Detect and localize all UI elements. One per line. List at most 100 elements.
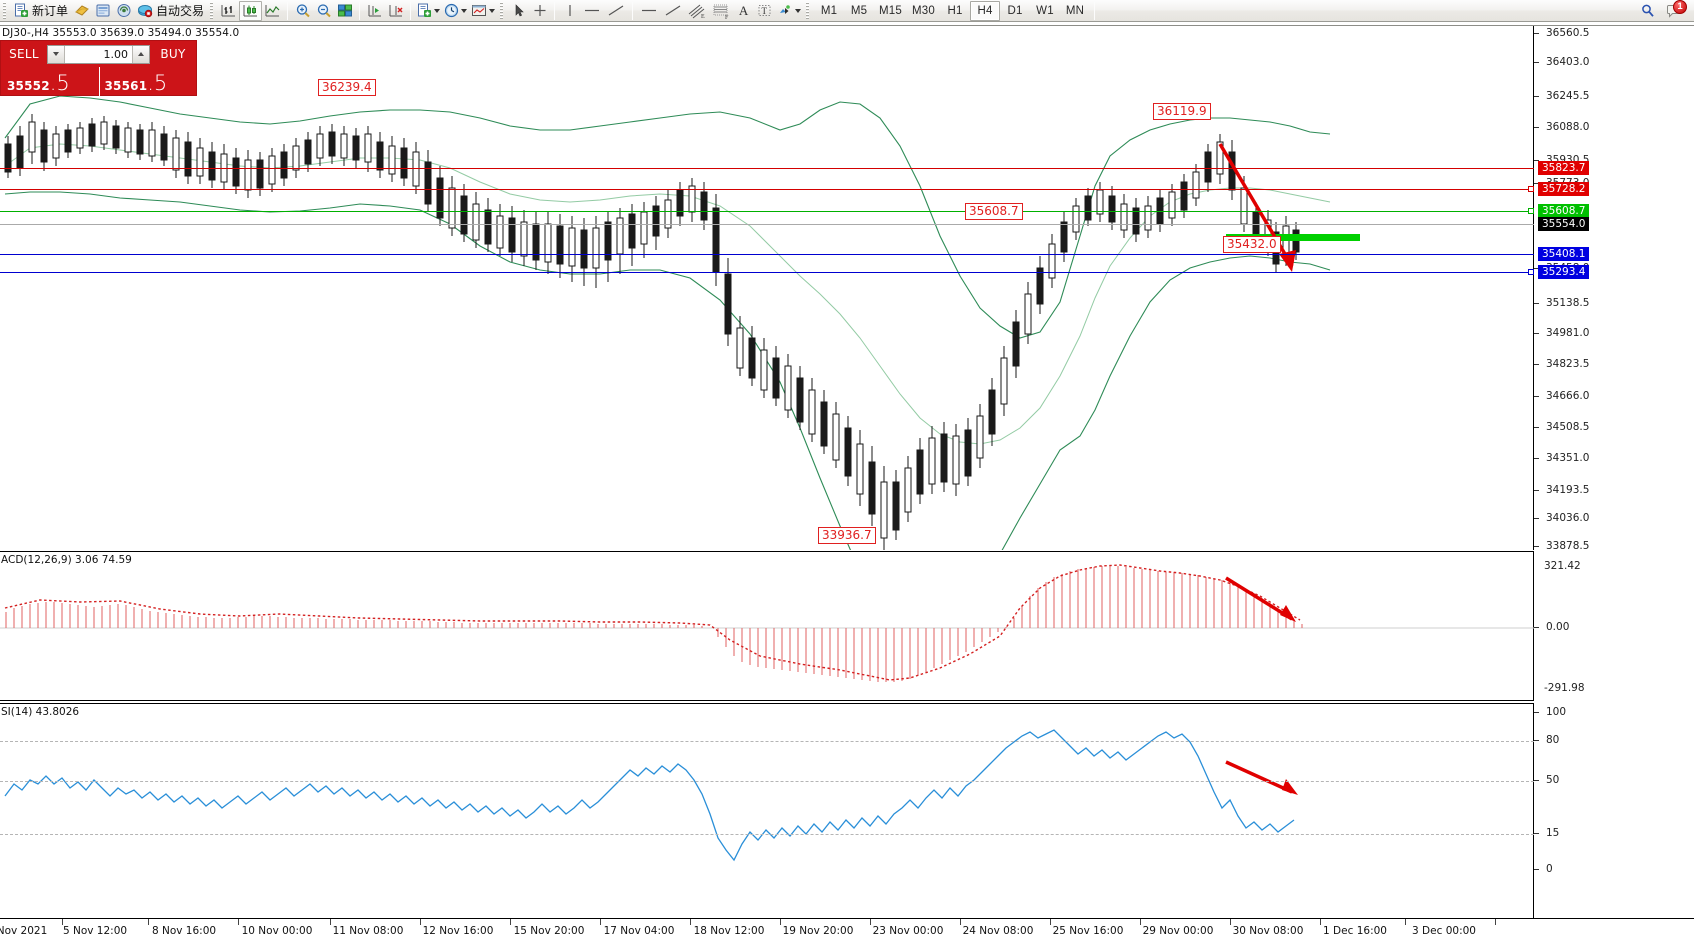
zoom-in-icon[interactable] (292, 1, 313, 21)
templates-dropdown-caret[interactable] (489, 8, 496, 13)
price-tick-7: 35138.5 (1546, 297, 1590, 309)
shift-end-icon[interactable] (385, 1, 406, 21)
trendline-icon[interactable] (604, 1, 628, 21)
new-order-button[interactable]: 新订单 (11, 1, 71, 21)
indicators-button[interactable] (415, 1, 442, 21)
timeframe-h4[interactable]: H4 (970, 0, 1000, 21)
annotation-35432[interactable]: 35432.0 (1223, 236, 1281, 253)
macd-tick-2: -291.98 (1544, 682, 1585, 694)
indicators-dropdown-caret[interactable] (434, 8, 441, 13)
templates-button[interactable] (469, 1, 497, 21)
timeframe-m15[interactable]: M15 (879, 4, 903, 17)
volume-input[interactable]: 1.00 (47, 44, 150, 64)
zoom-out-icon[interactable] (313, 1, 334, 21)
timeframe-h1[interactable]: H1 (947, 4, 963, 17)
crosshair-icon[interactable] (529, 1, 550, 21)
period-button[interactable] (442, 1, 469, 21)
price-tag-resistance-35823[interactable]: 35823.7 (1538, 161, 1590, 175)
cursor-icon[interactable] (508, 1, 529, 21)
price-chart-svg (4, 95, 1360, 550)
timeframe-w1[interactable]: W1 (1036, 4, 1054, 17)
tile-windows-icon[interactable] (334, 1, 355, 21)
rsi-indicator-pane[interactable]: SI(14) 43.8026 (0, 703, 1534, 918)
support-line-35408[interactable] (0, 254, 1534, 255)
toolbar-grip-4[interactable] (804, 2, 812, 19)
fibonacci-icon[interactable]: F (709, 1, 733, 21)
period-dropdown-caret[interactable] (461, 8, 468, 13)
shift-start-icon[interactable] (364, 1, 385, 21)
objects-button[interactable] (775, 1, 803, 21)
toolbar-grip-3[interactable] (498, 2, 506, 19)
timeframe-m5[interactable]: M5 (850, 4, 868, 17)
sell-button[interactable]: SELL (9, 47, 39, 61)
annotation-33936[interactable]: 33936.7 (818, 527, 876, 544)
time-label-1: 5 Nov 12:00 (62, 925, 128, 937)
hline-2-icon[interactable] (637, 1, 661, 21)
buy-button[interactable]: BUY (160, 47, 186, 61)
support-line-35293[interactable] (0, 272, 1534, 273)
time-label-6: 15 Nov 20:00 (513, 925, 585, 937)
price-tag-support-35293[interactable]: 35293.4 (1538, 265, 1590, 279)
price-tick-2: 36245.5 (1546, 90, 1590, 102)
objects-dropdown-caret[interactable] (795, 8, 802, 13)
one-click-trading-panel[interactable]: SELL 1.00 BUY 35552 .5 35561 .5 (0, 40, 197, 97)
resistance-line-35823[interactable] (0, 168, 1534, 169)
support-line-handle[interactable] (1528, 208, 1534, 214)
buy-price-integer: 35561 (104, 79, 148, 94)
hline-icon[interactable] (580, 1, 604, 21)
support-zone-highlight (1226, 234, 1360, 241)
price-tag-support-35608[interactable]: 35608.7 (1538, 204, 1590, 218)
timeframe-m1[interactable]: M1 (820, 4, 838, 17)
sell-price[interactable]: 35552 .5 (1, 73, 99, 95)
timeframe-d1[interactable]: D1 (1007, 4, 1023, 17)
auto-trading-button[interactable]: 自动交易 (134, 1, 207, 21)
price-axis[interactable]: 36560.5 36403.0 36245.5 36088.0 35930.5 … (1534, 26, 1694, 552)
volume-value[interactable]: 1.00 (103, 47, 129, 61)
resistance-line-35728[interactable] (0, 189, 1534, 190)
data-window-icon[interactable] (92, 1, 113, 21)
time-label-16: 3 Dec 00:00 (1412, 925, 1476, 937)
downtrend-arrow-rsi (1225, 760, 1298, 795)
price-chart-pane[interactable]: 36239.4 36119.9 35608.7 35432.0 33936.7 (0, 26, 1534, 550)
macd-indicator-pane[interactable]: ACD(12,26,9) 3.06 74.59 (0, 551, 1534, 701)
annotation-36239[interactable]: 36239.4 (318, 79, 376, 96)
expert-advisor-icon[interactable] (71, 1, 92, 21)
trade-panel-divider (99, 67, 100, 97)
volume-increment-button[interactable] (132, 45, 149, 63)
svg-text:F: F (725, 15, 729, 19)
vline-icon[interactable] (559, 1, 580, 21)
search-icon[interactable] (1637, 1, 1658, 21)
bar-chart-icon[interactable] (218, 1, 239, 21)
toolbar-grip-2[interactable] (208, 2, 216, 19)
downtrend-arrow-macd (1225, 576, 1296, 622)
timeframe-m30[interactable]: M30 (912, 4, 935, 17)
annotation-36119[interactable]: 36119.9 (1153, 103, 1211, 120)
price-tag-resistance-35728[interactable]: 35728.2 (1538, 182, 1590, 196)
time-label-2: 8 Nov 16:00 (151, 925, 217, 937)
alerts-icon[interactable]: 1 (1664, 0, 1687, 21)
timeframe-mn[interactable]: MN (1065, 4, 1085, 17)
line-chart-icon[interactable] (262, 1, 283, 21)
time-axis[interactable]: Nov 2021 5 Nov 12:00 8 Nov 16:00 10 Nov … (0, 918, 1694, 943)
text-icon[interactable]: A (738, 2, 749, 18)
resistance-line-handle[interactable] (1528, 186, 1534, 192)
toolbar-grip-1[interactable] (1, 2, 8, 19)
toolbar-separator-1 (287, 1, 289, 20)
candle-chart-icon[interactable] (239, 0, 263, 21)
signals-icon[interactable] (113, 1, 134, 21)
volume-decrement-button[interactable] (48, 45, 65, 63)
trendline-2-icon[interactable] (661, 1, 685, 21)
support-line-35293-handle[interactable] (1528, 269, 1534, 275)
time-label-14: 30 Nov 08:00 (1232, 925, 1304, 937)
price-tick-1: 36403.0 (1546, 56, 1590, 68)
svg-text:E: E (701, 14, 705, 19)
label-icon[interactable]: T (754, 1, 775, 21)
macd-label: ACD(12,26,9) 3.06 74.59 (1, 554, 132, 566)
equidistant-channel-icon[interactable]: E (685, 1, 709, 21)
time-label-5: 12 Nov 16:00 (422, 925, 494, 937)
annotation-35608[interactable]: 35608.7 (965, 203, 1023, 220)
sell-price-integer: 35552 (7, 79, 50, 94)
buy-price[interactable]: 35561 .5 (99, 73, 197, 95)
price-tag-support-35408[interactable]: 35408.1 (1538, 247, 1590, 261)
support-line-35608[interactable] (0, 211, 1534, 212)
